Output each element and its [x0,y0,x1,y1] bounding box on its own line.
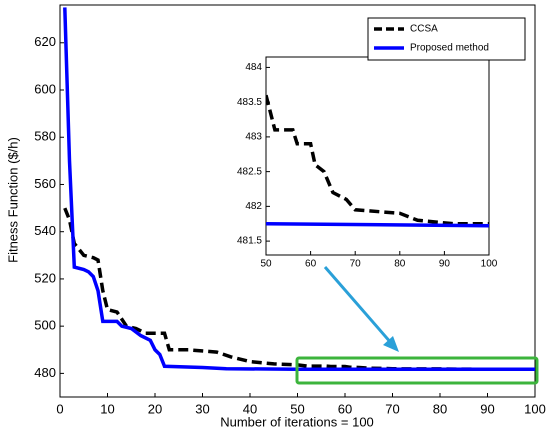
y-tick-label: 483.5 [237,97,262,108]
y-tick-label: 520 [34,270,56,285]
x-axis-label: Number of iterations = 100 [220,414,374,429]
x-tick-label: 100 [524,401,546,416]
series-line [266,221,489,228]
x-tick-label: 90 [439,259,451,270]
y-tick-label: 480 [34,365,56,380]
x-tick-label: 10 [100,401,114,416]
x-tick-label: 20 [148,401,162,416]
x-tick-label: 70 [385,401,399,416]
zoom-arrowhead [383,336,399,352]
y-tick-label: 484 [245,62,262,73]
y-tick-label: 620 [34,34,56,49]
legend-label: Proposed method [410,43,489,54]
y-tick-label: 540 [34,223,56,238]
series-line [63,7,535,372]
x-tick-label: 80 [433,401,447,416]
x-tick-label: 70 [350,259,362,270]
x-tick-label: 60 [305,259,317,270]
y-axis-label: Fitness Function ($/h) [5,137,20,263]
x-tick-label: 40 [243,401,257,416]
legend-box [367,17,526,61]
x-tick-label: 80 [394,259,406,270]
zoom-arrow [323,266,394,345]
x-tick-label: 0 [56,401,63,416]
y-tick-label: 482 [245,201,262,212]
y-tick-label: 481.5 [237,236,262,247]
y-tick-label: 580 [34,129,56,144]
series-line [266,94,489,226]
y-tick-label: 600 [34,81,56,96]
x-tick-label: 30 [195,401,209,416]
highlight-box [295,356,539,385]
y-tick-label: 500 [34,318,56,333]
x-tick-label: 100 [481,259,498,270]
x-tick-label: 90 [480,401,494,416]
x-tick-label: 50 [290,401,304,416]
x-tick-label: 60 [338,401,352,416]
x-tick-label: 50 [260,259,272,270]
y-tick-label: 482.5 [237,166,262,177]
y-tick-label: 483 [245,132,262,143]
legend-label: CCSA [410,24,438,35]
y-tick-label: 560 [34,176,56,191]
